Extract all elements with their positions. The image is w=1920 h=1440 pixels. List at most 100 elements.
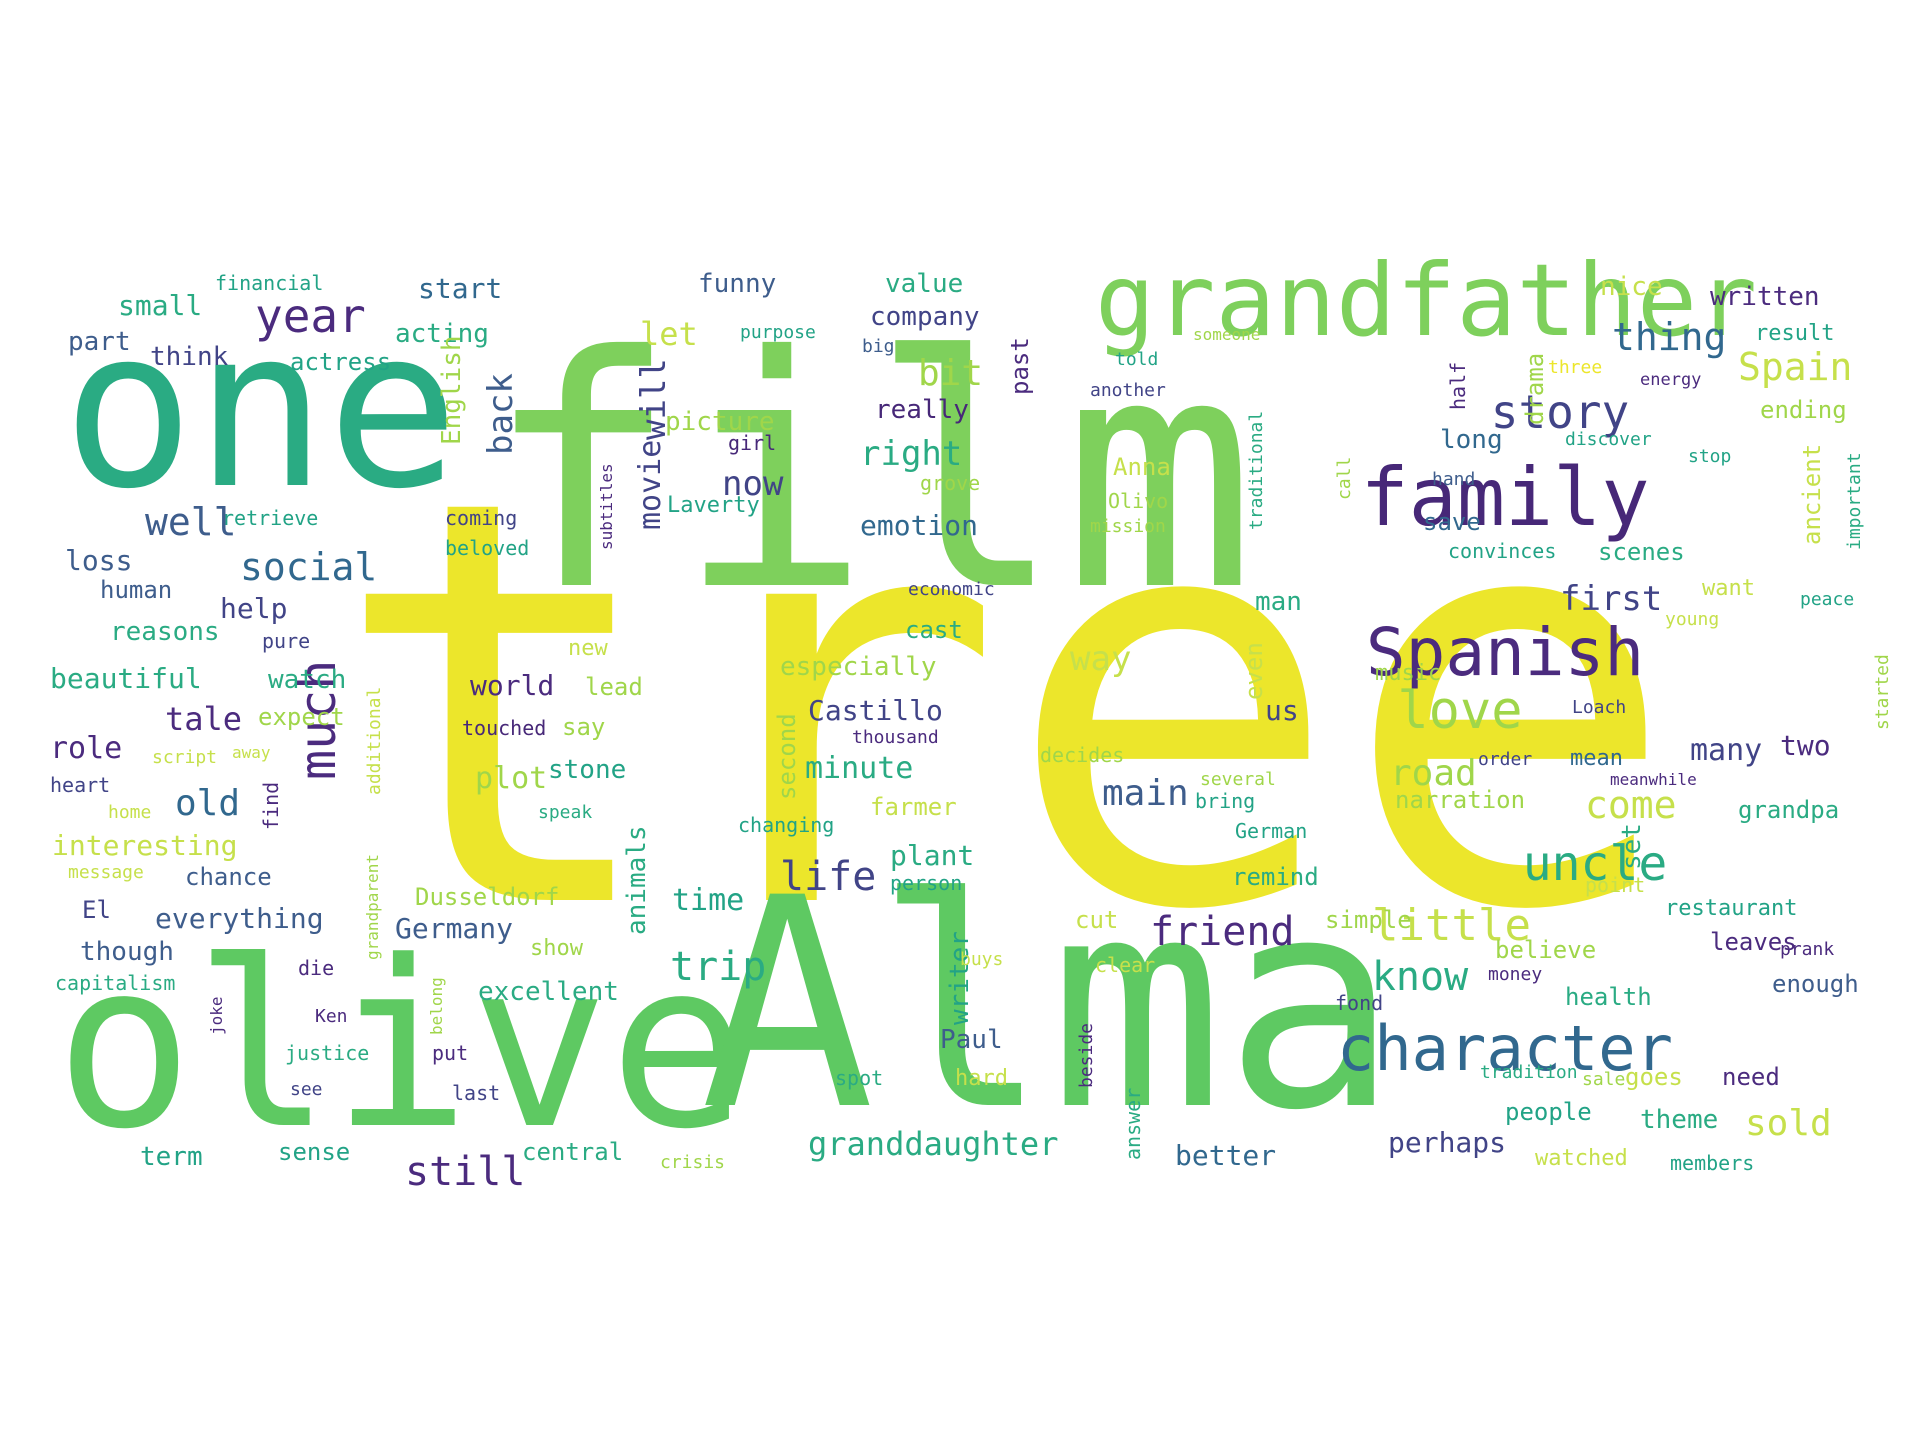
word-joke: joke (207, 996, 226, 1035)
word-scenes: scenes (1598, 538, 1685, 566)
word-olive: olive (55, 913, 747, 1180)
word-need: need (1722, 1063, 1780, 1091)
word-role: role (50, 731, 122, 766)
word-central: central (522, 1138, 623, 1166)
word-better: better (1175, 1139, 1276, 1172)
word-simple: simple (1325, 906, 1412, 934)
word-especially: especially (780, 652, 937, 682)
word-goes: goes (1625, 1063, 1683, 1091)
word-loss: loss (65, 544, 132, 577)
word-sold: sold (1745, 1103, 1832, 1144)
word-olivo: Olivo (1108, 489, 1168, 513)
word-save: save (1423, 508, 1481, 536)
word-way: way (1070, 639, 1131, 679)
word-find: find (259, 782, 283, 830)
word-minute: minute (805, 751, 913, 786)
word-thousand: thousand (852, 727, 939, 748)
word-stone: stone (548, 755, 626, 785)
word-really: really (875, 395, 969, 425)
word-farmer: farmer (870, 793, 957, 821)
word-die: die (298, 956, 334, 980)
word-past: past (1006, 337, 1034, 395)
word-person: person (890, 871, 962, 895)
word-additional: additional (364, 687, 385, 795)
word-hard: hard (955, 1066, 1008, 1091)
word-drama: drama (1521, 353, 1549, 425)
word-family: family (1361, 451, 1650, 544)
word-tree: tree (330, 381, 1679, 1033)
word-two: two (1780, 729, 1831, 762)
word-spot: spot (835, 1066, 883, 1090)
word-second: second (773, 713, 801, 800)
word-traditional: traditional (1246, 411, 1267, 530)
word-paul: Paul (940, 1025, 1003, 1055)
word-right: right (860, 434, 962, 474)
word-one: one (62, 281, 459, 537)
word-buys: buys (960, 949, 1003, 970)
word-lead: lead (585, 673, 643, 701)
word-social: social (240, 545, 377, 589)
word-answer: answer (1121, 1088, 1145, 1160)
word-grandfather: grandfather (1095, 242, 1757, 359)
word-members: members (1670, 1151, 1754, 1175)
word-three: three (1548, 357, 1602, 378)
word-stop: stop (1688, 446, 1731, 467)
word-tale: tale (165, 700, 242, 738)
word-justice: justice (285, 1041, 369, 1065)
word-home: home (108, 802, 151, 823)
word-still: still (405, 1149, 525, 1195)
word-someone: someone (1193, 325, 1260, 344)
word-writer: writer (945, 931, 975, 1025)
word-thing: thing (1612, 315, 1726, 359)
word-english: English (437, 335, 467, 445)
word-touched: touched (462, 716, 546, 740)
word-grandparent: grandparent (363, 854, 382, 960)
word-alma: Alma (700, 837, 1398, 1174)
word-believe: believe (1495, 936, 1596, 964)
word-sense: sense (278, 1138, 350, 1166)
word-purpose: purpose (740, 322, 816, 343)
word-time: time (672, 883, 744, 918)
word-tradition: tradition (1480, 1062, 1578, 1083)
word-start: start (418, 272, 502, 305)
word-bring: bring (1195, 789, 1255, 813)
word-call: call (1334, 457, 1355, 500)
word-enough: enough (1772, 970, 1859, 998)
word-theme: theme (1640, 1105, 1718, 1135)
word-say: say (562, 713, 605, 741)
word-clear: clear (1095, 953, 1155, 977)
word-now: now (722, 464, 784, 504)
word-put: put (432, 1041, 468, 1065)
word-grove: grove (920, 471, 980, 495)
word-beautiful: beautiful (50, 662, 202, 695)
word-road: road (1390, 753, 1477, 794)
word-nice: nice (1600, 272, 1663, 302)
word-message: message (68, 862, 144, 883)
word-financial: financial (215, 271, 323, 295)
word-castillo: Castillo (808, 694, 943, 727)
word-cut: cut (1075, 906, 1118, 934)
word-company: company (870, 302, 980, 332)
word-film: film (485, 289, 1256, 661)
word-result: result (1755, 321, 1834, 346)
word-retrieve: retrieve (222, 506, 318, 530)
word-story: story (1491, 385, 1629, 439)
word-many: many (1690, 733, 1762, 768)
word-uncle: uncle (1523, 836, 1668, 892)
word-mean: mean (1570, 746, 1623, 771)
word-sale: sale (1582, 1069, 1625, 1090)
word-help: help (220, 592, 287, 625)
word-grandpa: grandpa (1738, 796, 1839, 824)
word-chance: chance (185, 863, 272, 891)
word-started: started (1872, 654, 1893, 730)
word-german: German (1235, 819, 1307, 843)
word-human: human (100, 576, 172, 604)
word-part: part (68, 327, 131, 357)
word-health: health (1565, 983, 1652, 1011)
word-new: new (568, 636, 608, 661)
word-let: let (640, 315, 698, 353)
word-expect: expect (258, 703, 345, 731)
word-narration: narration (1395, 786, 1525, 814)
word-term: term (140, 1142, 203, 1172)
